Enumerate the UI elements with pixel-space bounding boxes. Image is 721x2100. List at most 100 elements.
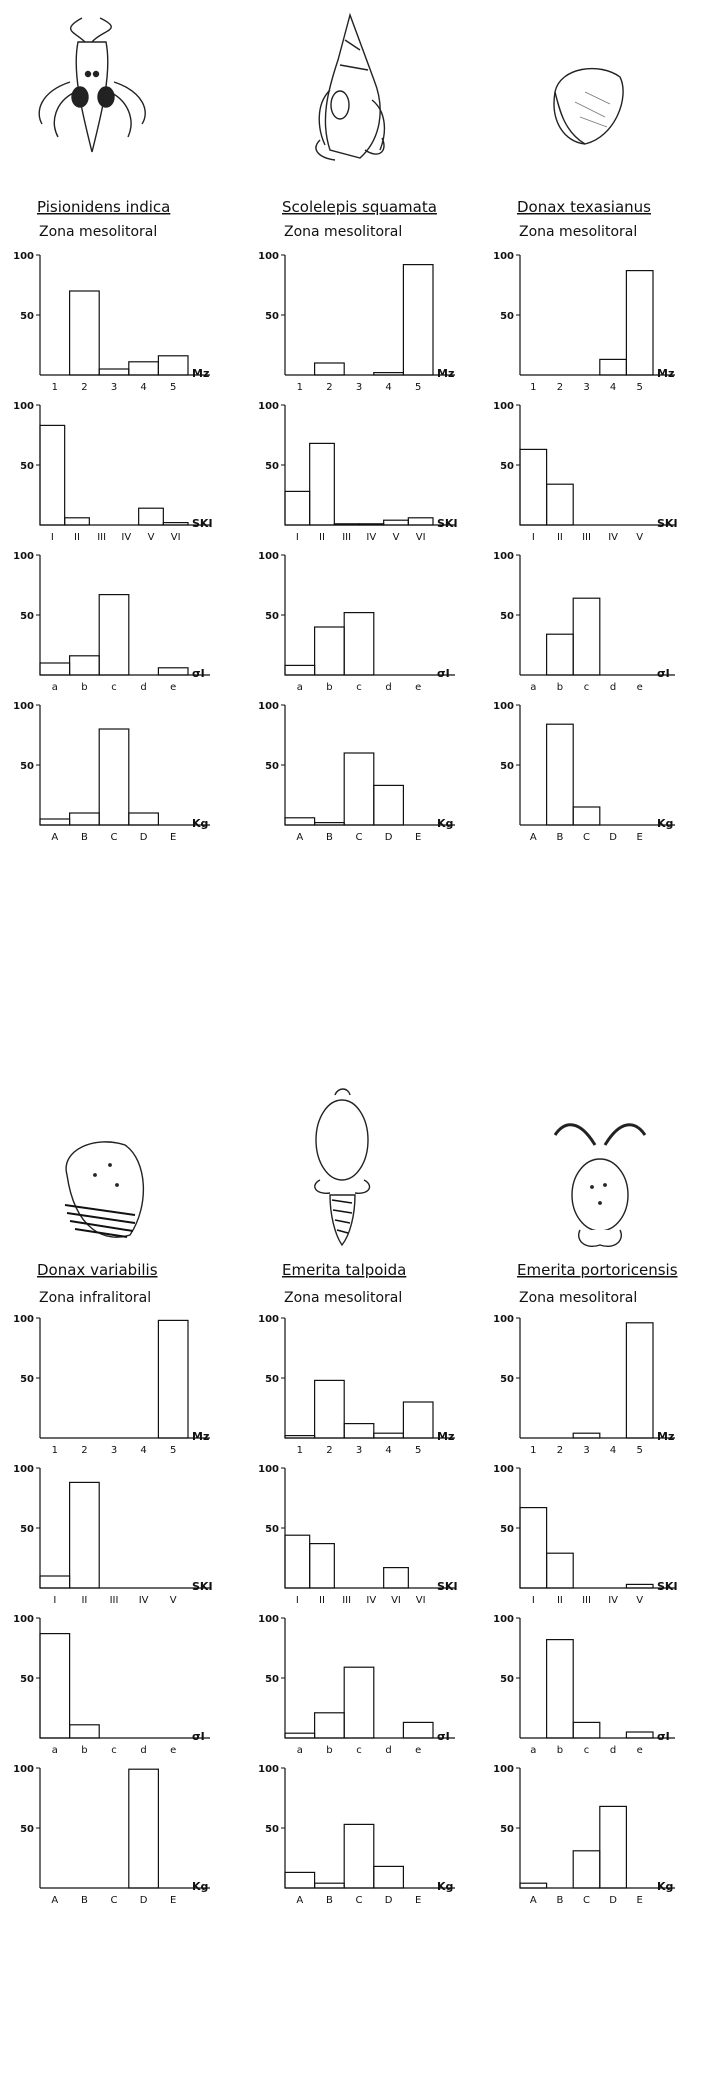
x-tick-label: I [53,1595,56,1606]
y-tick-label: 50 [265,1824,279,1835]
y-tick-label: 50 [20,761,34,772]
x-tick-label: D [385,832,393,843]
bar [545,1638,574,1739]
y-tick-label: 100 [258,1764,279,1775]
x-tick-label: B [81,1895,88,1906]
bar [68,812,100,826]
x-tick-label: II [81,1595,87,1606]
zone-label: Zona mesolitoral [519,224,637,240]
x-tick-label: b [326,1745,332,1756]
x-tick-label: A [51,1895,58,1906]
bar [309,1542,335,1589]
x-tick-label: b [81,682,87,693]
bar [407,517,434,526]
x-tick-label: 1 [530,382,536,393]
species-name: Emerita talpoida [282,1261,406,1279]
x-tick-label: III [97,532,106,543]
y-tick-label: 50 [500,1674,514,1685]
parameter-label: Mz [437,367,454,380]
x-tick-label: VI [416,532,426,543]
x-tick-label: III [342,1595,351,1606]
x-tick-label: 5 [637,382,643,393]
bar [333,523,360,526]
bar [545,633,574,676]
x-tick-label: IV [366,1595,376,1606]
zone-label: Zona infralitoral [39,1290,151,1306]
x-tick-label: 1 [297,1445,303,1456]
bar [383,1566,409,1589]
bar [402,1721,434,1739]
species-name: Pisionidens indica [37,198,170,216]
x-tick-label: 4 [385,382,391,393]
x-tick-label: 1 [530,1445,536,1456]
parameter-label: σI [657,667,670,680]
bar [343,1422,375,1439]
parameter-label: Mz [192,367,209,380]
x-tick-label: d [140,1745,146,1756]
parameter-label: Mz [657,1430,674,1443]
x-tick-label: 5 [415,1445,421,1456]
x-tick-label: e [415,682,421,693]
bar [98,368,130,376]
y-tick-label: 100 [258,551,279,562]
y-tick-label: 100 [493,1764,514,1775]
x-tick-label: 4 [385,1445,391,1456]
bar [402,264,434,376]
histogram-kg: 100 50 A B C D E Kg [13,1764,210,1906]
y-tick-label: 100 [258,1614,279,1625]
x-tick-label: 5 [637,1445,643,1456]
parameter-label: σI [437,667,450,680]
histogram-mz: 100 50 1 2 3 4 5 Mz [493,251,675,393]
x-tick-label: 4 [140,382,146,393]
x-tick-label: a [530,1745,536,1756]
y-tick-label: 100 [493,1464,514,1475]
spionid-worm-head-icon [315,12,386,161]
x-tick-label: VI [171,532,181,543]
y-tick-label: 50 [265,461,279,472]
x-tick-label: 2 [81,1445,87,1456]
y-tick-label: 50 [500,1374,514,1385]
bar [625,270,654,376]
x-tick-label: d [385,1745,391,1756]
x-tick-label: 5 [415,382,421,393]
y-tick-label: 100 [13,401,34,412]
parameter-label: σI [437,1730,450,1743]
bar [68,655,100,676]
x-tick-label: c [584,682,590,693]
bar [157,667,189,676]
y-tick-label: 100 [13,251,34,262]
bar [545,723,574,826]
y-tick-label: 50 [265,761,279,772]
y-tick-label: 100 [493,1614,514,1625]
x-tick-label: IV [366,532,376,543]
bar [343,1666,375,1739]
bar [572,1850,601,1889]
bar [519,1506,548,1589]
zone-label: Zona mesolitoral [284,224,402,240]
bar [68,1481,100,1589]
bar [284,664,316,676]
x-tick-label: 5 [170,382,176,393]
y-tick-label: 50 [265,311,279,322]
x-tick-label: e [637,682,643,693]
x-tick-label: D [385,1895,393,1906]
x-tick-label: 1 [52,1445,58,1456]
x-tick-label: 2 [557,1445,563,1456]
bar [625,1731,654,1739]
bar [39,818,71,826]
clam-shell-icon [64,1141,145,1238]
y-tick-label: 100 [493,251,514,262]
y-tick-label: 50 [500,1824,514,1835]
histogram-kg: 100 50 A B C D E Kg [493,701,675,843]
bar [284,1434,316,1439]
x-tick-label: IV [608,1595,618,1606]
y-tick-label: 100 [13,1464,34,1475]
x-tick-label: d [385,682,391,693]
x-tick-label: V [636,1595,643,1606]
parameter-label: Kg [437,817,453,830]
bar [284,1534,311,1589]
bar [343,611,375,676]
parameter-label: σI [192,1730,205,1743]
x-tick-label: B [326,832,333,843]
